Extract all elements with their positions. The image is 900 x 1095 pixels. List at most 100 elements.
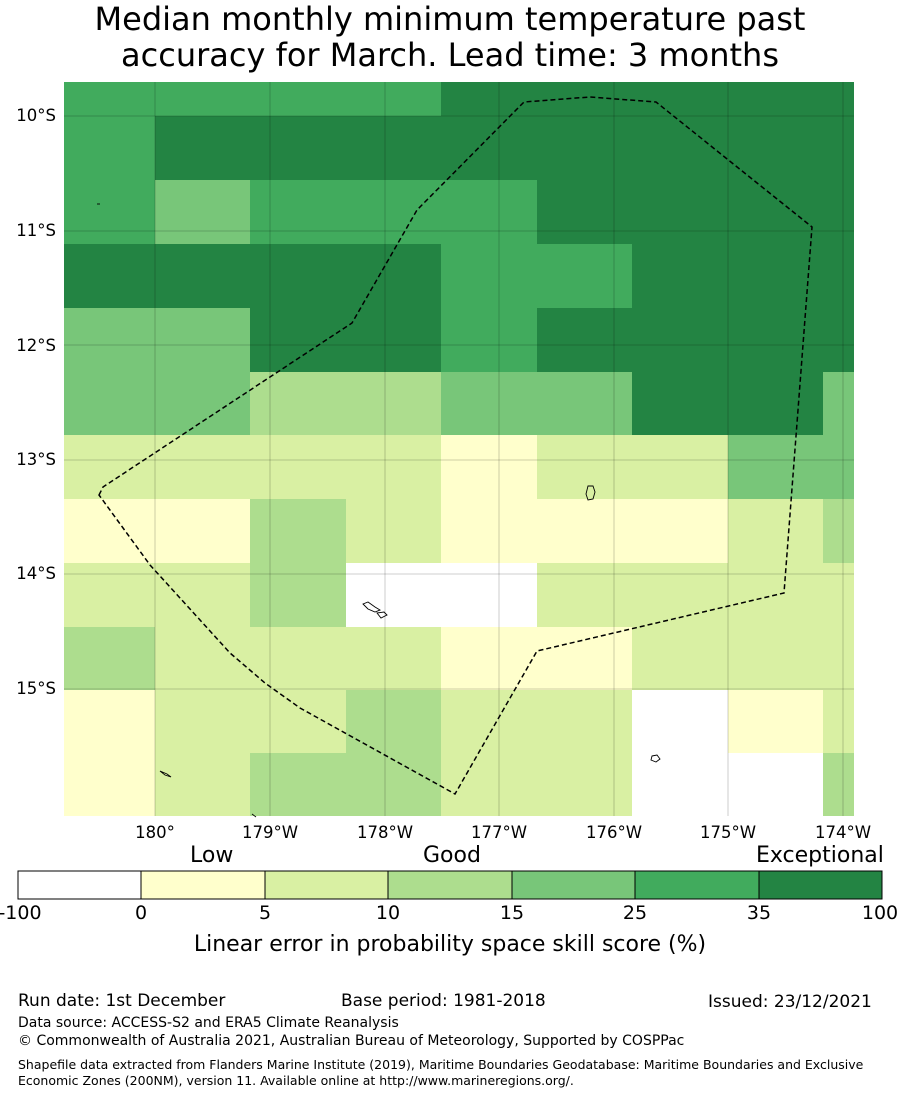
islands	[97, 203, 661, 818]
colorbar-segment	[387, 870, 513, 900]
skill-cell	[632, 627, 728, 690]
skill-cell	[441, 627, 537, 690]
skill-cell	[250, 690, 346, 753]
colorbar-segment	[17, 870, 142, 900]
colorbar-tick: -100	[0, 902, 42, 924]
island	[376, 611, 388, 619]
skill-cell	[632, 308, 728, 372]
skill-cell	[250, 499, 346, 563]
map-title-line-1: Median monthly minimum temperature past	[94, 0, 806, 38]
colorbar-category-exceptional: Exceptional	[756, 843, 884, 868]
skill-cell	[823, 372, 854, 435]
copyright: © Commonwealth of Australia 2021, Austra…	[18, 1033, 685, 1049]
skill-cell	[250, 435, 346, 499]
skill-cell	[250, 244, 346, 308]
skill-cell	[728, 308, 823, 372]
skill-cell	[537, 372, 632, 435]
skill-cell	[632, 244, 728, 308]
base-period: Base period: 1981-2018	[341, 991, 546, 1011]
lon-label: 179°W	[242, 823, 298, 842]
skill-cell	[441, 563, 537, 627]
lat-label: 11°S	[16, 221, 56, 240]
skill-cell	[250, 563, 346, 627]
skill-cell	[823, 82, 854, 116]
skill-cell	[728, 499, 823, 563]
lat-label: 13°S	[16, 450, 56, 469]
lon-label: 176°W	[586, 823, 642, 842]
skill-cell	[155, 180, 250, 244]
skill-cell	[64, 116, 155, 180]
skill-cell	[537, 627, 632, 690]
longitude-axis: 180° 179°W 178°W 177°W 176°W 175°W 174°W	[135, 823, 871, 842]
skill-cell	[537, 499, 632, 563]
colorbar-segment	[634, 870, 760, 900]
colorbar-tick: 0	[134, 902, 148, 924]
skill-cell	[441, 372, 537, 435]
skill-cell	[346, 499, 441, 563]
colorbar-tick: 5	[258, 902, 272, 924]
skill-cell	[346, 372, 441, 435]
skill-cell	[632, 690, 728, 753]
colorbar-category-good: Good	[423, 843, 481, 868]
skill-cell	[155, 753, 250, 816]
skill-cell	[441, 308, 537, 372]
skill-cell	[250, 372, 346, 435]
skill-cell	[441, 116, 537, 180]
shapefile-credit: Shapefile data extracted from Flanders M…	[18, 1057, 864, 1088]
issued-date: Issued: 23/12/2021	[708, 992, 872, 1012]
skill-cell	[346, 435, 441, 499]
skill-cell	[346, 82, 441, 116]
colorbar	[17, 870, 883, 900]
skill-cell	[250, 627, 346, 690]
skill-cell	[823, 563, 854, 627]
skill-cell	[537, 690, 632, 753]
skill-cell	[728, 180, 823, 244]
skill-cell	[823, 690, 854, 753]
lat-label: 10°S	[16, 106, 56, 125]
skill-cell	[155, 563, 250, 627]
skill-cell	[632, 116, 728, 180]
skill-cell	[250, 753, 346, 816]
skill-cell	[537, 116, 632, 180]
skill-cell	[728, 690, 823, 753]
skill-cell	[250, 82, 346, 116]
lon-label: 175°W	[700, 823, 756, 842]
skill-cell	[728, 116, 823, 180]
skill-cell	[537, 753, 632, 816]
lon-label: 177°W	[471, 823, 527, 842]
skill-cell	[155, 244, 250, 308]
skill-cell	[823, 116, 854, 180]
skill-cell	[155, 627, 250, 690]
skill-cell	[346, 627, 441, 690]
skill-cell	[346, 690, 441, 753]
run-date: Run date: 1st December	[18, 991, 226, 1011]
colorbar-tick: 15	[499, 902, 525, 924]
skill-cell	[155, 308, 250, 372]
lat-label: 15°S	[16, 679, 56, 698]
skill-cell	[728, 372, 823, 435]
skill-cell	[537, 244, 632, 308]
skill-cell	[823, 244, 854, 308]
skill-cell	[441, 753, 537, 816]
skill-cell	[823, 180, 854, 244]
skill-cell	[64, 180, 155, 244]
lon-label: 180°	[135, 823, 175, 842]
island	[585, 485, 596, 501]
skill-cell	[823, 435, 854, 499]
data-source: Data source: ACCESS-S2 and ERA5 Climate …	[18, 1015, 399, 1031]
lon-label: 174°W	[815, 823, 871, 842]
skill-cell	[632, 563, 728, 627]
skill-cell	[346, 753, 441, 816]
skill-grid	[64, 82, 854, 816]
colorbar-tick: 10	[375, 902, 401, 924]
skill-cell	[346, 180, 441, 244]
skill-cell	[537, 435, 632, 499]
lat-label: 14°S	[16, 564, 56, 583]
skill-cell	[632, 753, 728, 816]
skill-cell	[155, 116, 250, 180]
colorbar-tick: 25	[622, 902, 648, 924]
skill-cell	[441, 82, 537, 116]
skill-cell	[64, 308, 155, 372]
skill-cell	[441, 690, 537, 753]
